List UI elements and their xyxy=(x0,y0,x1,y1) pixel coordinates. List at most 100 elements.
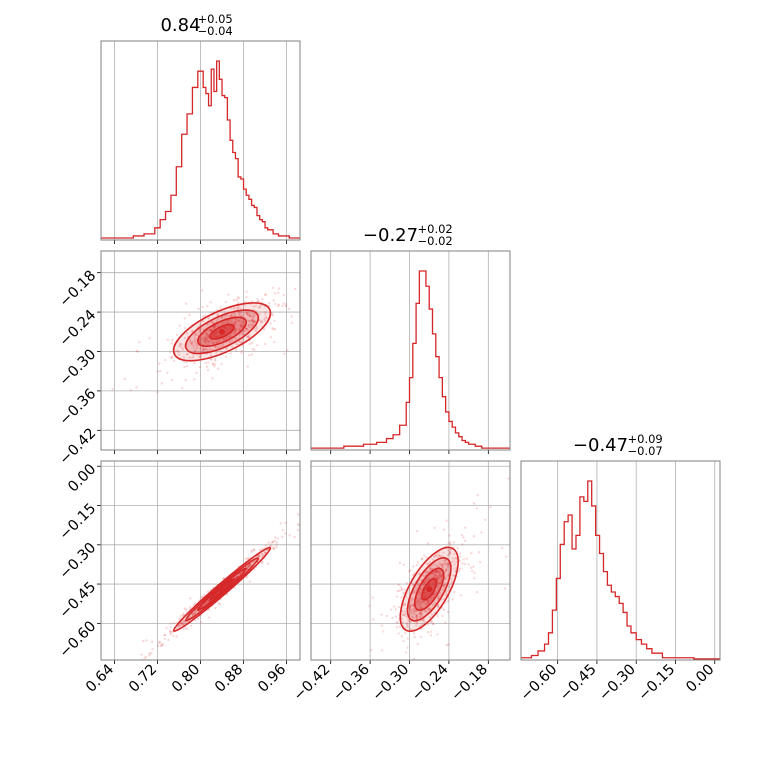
sample-point xyxy=(432,576,436,579)
sample-point xyxy=(232,314,235,318)
sample-point xyxy=(206,368,210,372)
sample-point xyxy=(395,626,398,629)
sample-point xyxy=(236,305,240,308)
sample-point xyxy=(247,313,251,316)
sample-point xyxy=(415,617,419,620)
x-tick-label: 0.64 xyxy=(83,662,117,696)
sample-point xyxy=(448,585,451,588)
sample-point xyxy=(179,614,183,618)
sample-point xyxy=(320,750,322,752)
sample-point xyxy=(258,313,261,316)
sample-point xyxy=(196,617,200,621)
sample-point xyxy=(445,568,448,571)
sample-point xyxy=(229,352,232,355)
sample-point xyxy=(211,377,214,380)
sample-point xyxy=(204,339,207,342)
sample-point xyxy=(429,596,433,600)
sample-point xyxy=(426,623,430,626)
sample-point xyxy=(214,345,217,349)
sample-point xyxy=(435,575,438,579)
density-peak xyxy=(219,328,226,335)
sample-point xyxy=(164,633,167,637)
param-title-0: 0.84 xyxy=(160,15,200,36)
sample-point xyxy=(257,299,260,303)
sample-point xyxy=(247,335,251,339)
sample-point xyxy=(250,550,253,554)
sample-point xyxy=(447,643,450,646)
sample-point xyxy=(284,521,287,525)
sample-point xyxy=(271,314,274,317)
sample-point xyxy=(432,572,435,575)
sample-point xyxy=(290,315,293,318)
param-error-plus-0: +0.05 xyxy=(198,12,233,26)
sample-point xyxy=(217,317,220,321)
sample-point xyxy=(268,301,271,305)
sample-point xyxy=(180,386,184,390)
sample-point xyxy=(397,583,400,586)
sample-point xyxy=(458,552,461,555)
sample-point xyxy=(436,570,440,574)
sample-point xyxy=(439,574,443,578)
sample-point xyxy=(380,624,384,628)
sample-point xyxy=(252,316,255,319)
sample-point xyxy=(248,314,251,318)
sample-point xyxy=(185,364,189,368)
y-tick-label: −0.60 xyxy=(57,618,100,661)
sample-point xyxy=(272,547,275,550)
sample-point xyxy=(240,351,243,355)
sample-point xyxy=(194,612,197,615)
sample-point xyxy=(156,390,159,394)
sample-point xyxy=(400,587,404,591)
sample-point xyxy=(252,319,255,322)
sample-point xyxy=(397,605,401,609)
sample-point xyxy=(246,565,250,568)
sample-point xyxy=(431,622,435,625)
sample-point xyxy=(429,597,432,600)
sample-point xyxy=(406,637,409,640)
sample-point xyxy=(489,505,492,509)
sample-point xyxy=(417,604,421,607)
sample-point xyxy=(403,603,406,606)
sample-point xyxy=(408,604,411,607)
sample-point xyxy=(193,334,196,337)
sample-point xyxy=(415,602,418,605)
sample-point xyxy=(402,592,405,595)
sample-point xyxy=(419,572,422,575)
sample-point xyxy=(172,621,176,625)
sample-point xyxy=(440,563,443,567)
sample-point xyxy=(219,306,222,309)
sample-point xyxy=(248,354,251,357)
sample-point xyxy=(271,540,274,543)
sample-point xyxy=(198,355,201,359)
sample-point xyxy=(237,297,240,300)
sample-point xyxy=(136,350,139,354)
sample-point xyxy=(434,563,437,567)
sample-point xyxy=(226,320,229,324)
sample-point xyxy=(473,571,476,575)
sample-point xyxy=(425,562,429,566)
sample-point xyxy=(503,587,507,590)
sample-point xyxy=(228,335,231,338)
sample-point xyxy=(206,335,209,339)
sample-point xyxy=(432,603,435,606)
sample-point xyxy=(177,350,180,353)
sample-point xyxy=(416,582,420,585)
sample-point xyxy=(371,596,374,599)
param-error-plus-1: +0.02 xyxy=(418,222,453,236)
sample-point xyxy=(404,631,407,635)
sample-point xyxy=(470,552,473,555)
sample-point xyxy=(210,311,213,314)
sample-point xyxy=(247,319,250,323)
sample-point xyxy=(178,624,182,628)
sample-point xyxy=(220,315,223,319)
sample-point xyxy=(447,562,450,566)
sample-point xyxy=(233,330,236,333)
sample-point xyxy=(412,632,416,635)
sample-point xyxy=(550,444,552,446)
sample-point xyxy=(425,602,428,605)
sample-point xyxy=(238,323,242,327)
sample-point xyxy=(264,551,267,554)
sample-point xyxy=(236,575,239,578)
sample-point xyxy=(271,540,275,544)
sample-point xyxy=(195,343,198,346)
